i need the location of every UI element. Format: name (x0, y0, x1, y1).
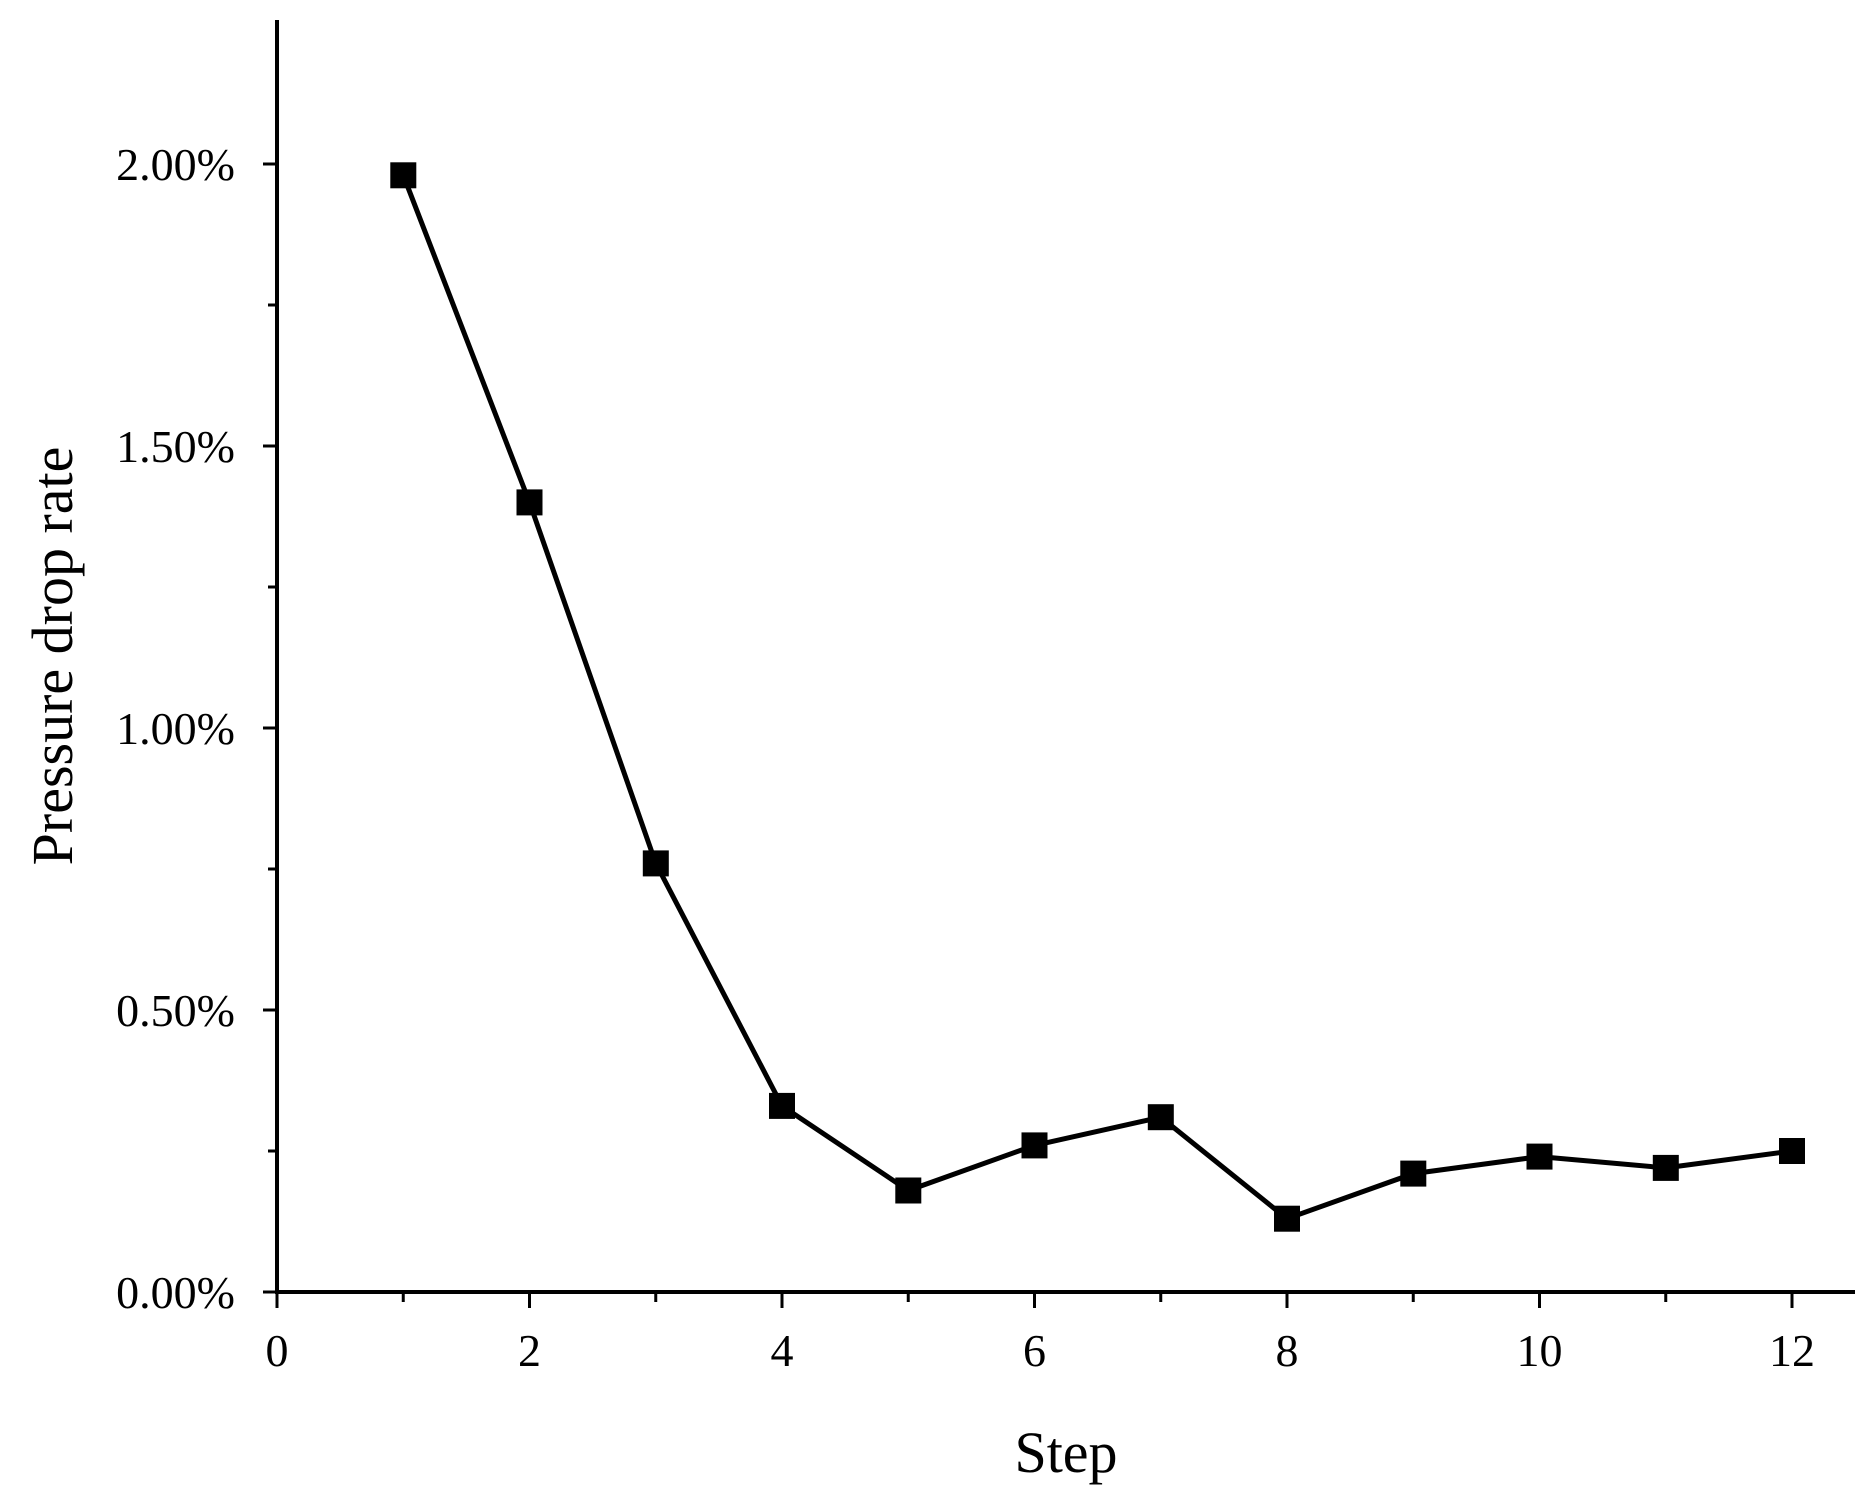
y-tick-label: 0.00% (116, 1267, 235, 1318)
x-tick-label: 4 (771, 1325, 794, 1376)
series-line (400, 174, 1793, 1222)
series-group (390, 162, 1805, 1232)
data-point (1652, 1154, 1679, 1181)
data-point (1147, 1104, 1174, 1131)
x-tick-label: 2 (518, 1325, 541, 1376)
data-point (642, 850, 669, 877)
axes (275, 20, 1855, 1294)
data-point (1400, 1160, 1427, 1187)
y-tick-label: 1.00% (116, 703, 235, 754)
x-tick-label: 12 (1769, 1325, 1815, 1376)
y-axis-title: Pressure drop rate (20, 447, 85, 866)
data-point (769, 1092, 795, 1119)
y-ticks: 0.00% 0.50% 1.00% 1.50% 2.00% (116, 139, 277, 1318)
data-point (1779, 1138, 1805, 1164)
data-point (516, 489, 543, 516)
x-axis-title: Step (1014, 1420, 1117, 1485)
data-point (895, 1177, 922, 1204)
y-tick-label: 0.50% (116, 985, 235, 1036)
data-point (1274, 1205, 1300, 1232)
x-tick-label: 0 (266, 1325, 289, 1376)
y-tick-label: 1.50% (116, 421, 235, 472)
x-ticks: 0 2 4 6 8 10 12 (266, 1292, 1815, 1376)
x-tick-label: 10 (1517, 1325, 1563, 1376)
data-point (390, 162, 417, 189)
y-tick-label: 2.00% (116, 139, 235, 190)
x-tick-label: 8 (1276, 1325, 1299, 1376)
x-tick-label: 6 (1023, 1325, 1046, 1376)
data-point (1526, 1143, 1553, 1170)
data-point (1021, 1132, 1048, 1159)
